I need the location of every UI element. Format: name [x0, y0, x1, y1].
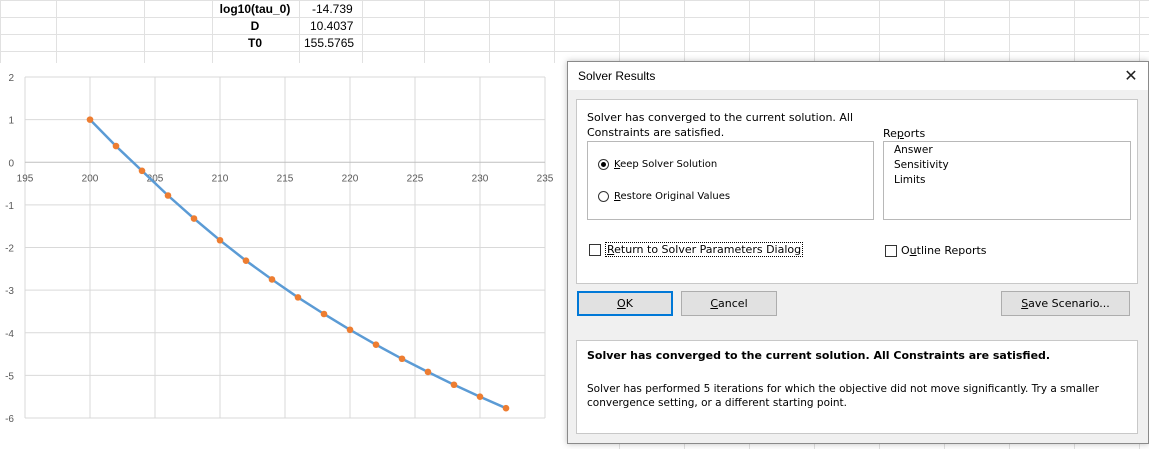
- save-scenario-button[interactable]: Save Scenario...: [1001, 291, 1130, 316]
- keep-solution-option[interactable]: Keep Solver Solution: [598, 159, 717, 170]
- restore-values-label: Restore Original Values: [614, 191, 731, 202]
- y-tick-label: -1: [5, 201, 14, 212]
- cell-value-log10-tau0[interactable]: -14.739: [312, 2, 353, 16]
- data-point: [320, 310, 328, 318]
- data-point: [372, 341, 380, 348]
- y-tick-label: -2: [5, 244, 14, 255]
- cell-value-d[interactable]: 10.4037: [310, 19, 354, 33]
- data-point: [502, 404, 510, 412]
- data-point: [268, 276, 276, 283]
- outline-reports-checkbox[interactable]: [885, 244, 897, 257]
- x-tick-label: 235: [537, 173, 554, 184]
- x-tick-label: 230: [472, 173, 489, 184]
- data-point: [398, 355, 406, 363]
- data-point: [346, 326, 354, 334]
- y-tick-label: 0: [8, 158, 14, 169]
- cell-label-t0[interactable]: T0: [247, 36, 262, 50]
- return-to-parameters-checkbox[interactable]: [589, 243, 601, 256]
- solver-results-dialog: Solver Results ✕ Solver has converged to…: [567, 61, 1149, 444]
- data-point: [424, 368, 432, 376]
- data-point: [242, 257, 250, 265]
- keep-solution-label: Keep Solver Solution: [614, 159, 718, 170]
- data-point: [138, 167, 146, 175]
- data-point: [164, 192, 172, 199]
- restore-values-option[interactable]: Restore Original Values: [598, 191, 730, 202]
- outline-reports-option[interactable]: Outline Reports: [885, 244, 987, 257]
- x-tick-label: 215: [277, 173, 294, 184]
- reports-label: Reports: [883, 127, 926, 140]
- restore-values-radio[interactable]: [598, 191, 609, 202]
- data-point: [190, 215, 198, 222]
- outline-reports-label: Outline Reports: [901, 244, 987, 257]
- solution-options-group: Solver has converged to the current solu…: [576, 99, 1138, 284]
- y-tick-label: 2: [8, 73, 14, 84]
- y-tick-label: -6: [5, 414, 14, 425]
- data-point: [216, 236, 224, 244]
- x-tick-label: 205: [147, 173, 164, 184]
- close-icon[interactable]: ✕: [1124, 66, 1138, 85]
- data-point: [476, 393, 484, 400]
- line-chart[interactable]: 195 200 205 210 215 220 225 230 235210-1-2-3-4-5…: [0, 0, 567, 449]
- cell-label-d[interactable]: D: [250, 19, 260, 33]
- return-to-parameters-label: Return to Solver Parameters Dialog: [605, 242, 804, 257]
- ok-button[interactable]: OK: [577, 291, 673, 316]
- reports-listbox[interactable]: Answer Sensitivity Limits: [883, 141, 1131, 220]
- y-tick-label: -3: [5, 286, 14, 297]
- y-tick-label: -5: [5, 371, 14, 382]
- data-point: [112, 142, 120, 150]
- info-detail: Solver has performed 5 iterations for wh…: [587, 383, 1099, 409]
- x-tick-label: 225: [407, 173, 424, 184]
- x-tick-label: 195: [17, 173, 34, 184]
- report-item-answer[interactable]: Answer: [894, 144, 933, 156]
- info-headline: Solver has converged to the current solu…: [587, 349, 1051, 362]
- return-to-parameters-option[interactable]: Return to Solver Parameters Dialog: [589, 242, 804, 257]
- x-tick-label: 210: [212, 173, 229, 184]
- report-item-limits[interactable]: Limits: [894, 174, 926, 186]
- report-item-sensitivity[interactable]: Sensitivity: [894, 159, 949, 171]
- chart-area: [0, 63, 567, 449]
- solver-message: Solver has converged to the current solu…: [587, 111, 854, 139]
- cell-label-log10-tau0[interactable]: log10(tau_0): [219, 2, 291, 16]
- cancel-button[interactable]: Cancel: [681, 291, 777, 316]
- data-point: [86, 116, 94, 123]
- x-tick-label: 200: [82, 173, 99, 184]
- dialog-title: Solver Results: [578, 69, 656, 83]
- info-panel: Solver has converged to the current solu…: [576, 340, 1138, 434]
- data-point: [294, 294, 302, 301]
- x-tick-label: 220: [342, 173, 359, 184]
- solution-radio-group: Keep Solver Solution Restore Original Va…: [587, 141, 874, 220]
- dialog-titlebar[interactable]: Solver Results ✕: [568, 62, 1148, 90]
- y-tick-label: 1: [8, 116, 14, 127]
- y-tick-label: -4: [5, 329, 14, 340]
- cell-value-t0[interactable]: 155.5765: [304, 36, 355, 50]
- data-point: [450, 381, 458, 389]
- keep-solution-radio[interactable]: [598, 159, 609, 170]
